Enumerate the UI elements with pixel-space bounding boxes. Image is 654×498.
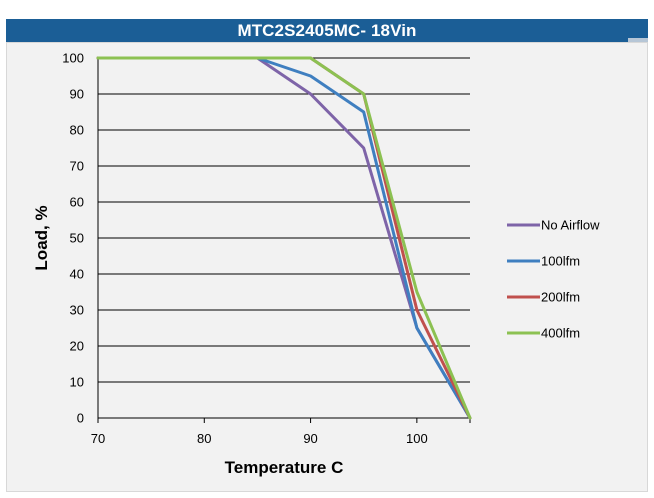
series-line-3	[96, 56, 472, 420]
y-tick-label-10: 10	[70, 375, 84, 390]
y-tick-label-90: 90	[70, 87, 84, 102]
y-tick-label-50: 50	[70, 231, 84, 246]
legend-label-3: 400lfm	[541, 326, 580, 341]
x-axis-title: Temperature C	[225, 458, 344, 477]
y-tick-label-40: 40	[70, 267, 84, 282]
legend-label-2: 200lfm	[541, 290, 580, 305]
y-tick-label-0: 0	[77, 411, 84, 426]
y-tick-label-70: 70	[70, 159, 84, 174]
y-tick-label-60: 60	[70, 195, 84, 210]
y-axis-title: Load, %	[32, 205, 51, 270]
chart-header: MTC2S2405MC- 18Vin	[6, 19, 648, 42]
y-tick-label-30: 30	[70, 303, 84, 318]
legend-label-1: 100lfm	[541, 254, 580, 269]
y-tick-label-100: 100	[62, 51, 84, 66]
x-tick-label-70: 70	[91, 431, 105, 446]
legend-label-0: No Airflow	[541, 218, 600, 233]
chart-panel	[6, 42, 648, 492]
x-tick-label-90: 90	[303, 431, 317, 446]
y-tick-label-80: 80	[70, 123, 84, 138]
panel-tab-decoration	[628, 38, 648, 44]
y-tick-label-20: 20	[70, 339, 84, 354]
x-tick-label-100: 100	[406, 431, 428, 446]
x-tick-label-80: 80	[197, 431, 211, 446]
chart-title: MTC2S2405MC- 18Vin	[237, 21, 417, 40]
